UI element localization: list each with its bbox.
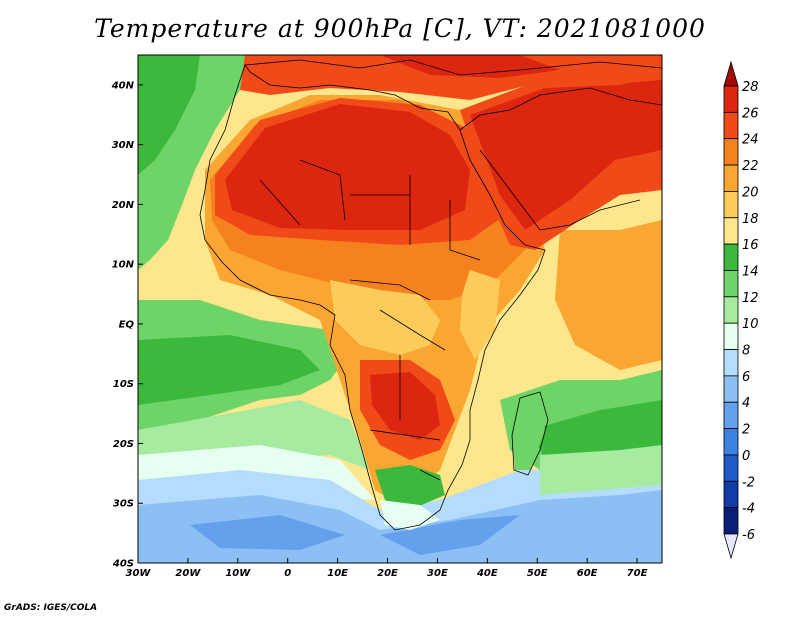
colorbar-label: 6 bbox=[742, 370, 750, 385]
colorbar-swatch bbox=[723, 322, 739, 350]
colorbar-label: 2 bbox=[742, 423, 750, 438]
colorbar-swatch bbox=[723, 270, 739, 298]
colorbar-label: 10 bbox=[742, 317, 759, 332]
longitude-ticks: 30W 20W 10W 0 10E 20E 30E 40E 50E 60E 70E bbox=[126, 558, 648, 579]
lat-tick-label: 10N bbox=[112, 260, 135, 271]
colorbar-label: 12 bbox=[742, 291, 759, 306]
credit-text: GrADS: IGES/COLA bbox=[4, 603, 98, 613]
colorbar-swatch bbox=[723, 454, 739, 482]
lat-tick-label: 30S bbox=[113, 499, 134, 510]
lon-tick-label: 10E bbox=[327, 568, 348, 579]
colorbar-top-triangle bbox=[723, 60, 739, 87]
colorbar-label: 28 bbox=[742, 80, 759, 95]
colorbar-label: 4 bbox=[742, 396, 750, 411]
colorbar-label: 26 bbox=[742, 106, 759, 121]
lat-tick-label: EQ bbox=[119, 319, 135, 330]
colorbar-swatch bbox=[723, 85, 739, 113]
colorbar-bottom-triangle bbox=[723, 533, 739, 560]
colorbar-swatch bbox=[723, 243, 739, 271]
colorbar-swatch bbox=[723, 401, 739, 429]
lat-tick-label: 40N bbox=[111, 80, 135, 91]
colorbar-swatch bbox=[723, 191, 739, 219]
colorbar-swatch bbox=[723, 111, 739, 140]
coastlines bbox=[199, 59, 662, 531]
colorbar-label: 14 bbox=[742, 264, 759, 279]
colorbar-swatch bbox=[723, 375, 739, 403]
lat-tick-label: 30N bbox=[112, 140, 135, 151]
colorbar-swatch bbox=[723, 296, 739, 324]
lon-tick-label: 40E bbox=[476, 568, 498, 579]
colorbar-label: 24 bbox=[742, 133, 759, 148]
colorbar-label: -4 bbox=[742, 502, 755, 517]
lat-tick-label: 20S bbox=[113, 439, 134, 450]
temperature-field bbox=[138, 55, 662, 563]
colorbar-swatch bbox=[723, 164, 739, 192]
colorbar-swatch bbox=[723, 428, 739, 456]
lat-tick-label: 10S bbox=[113, 379, 134, 390]
lat-tick-label: 20N bbox=[112, 200, 135, 211]
colorbar-label: 18 bbox=[742, 212, 759, 227]
lon-tick-label: 10W bbox=[225, 568, 251, 579]
colorbar-label: 16 bbox=[742, 238, 759, 253]
lon-tick-label: 20W bbox=[175, 568, 201, 579]
lon-tick-label: 70E bbox=[627, 568, 648, 579]
colorbar-swatch bbox=[723, 507, 739, 535]
lat-tick-label: 40S bbox=[112, 559, 134, 570]
map-title: Temperature at 900hPa [C], VT: 202108100… bbox=[94, 14, 706, 43]
lon-tick-label: 0 bbox=[284, 568, 291, 579]
colorbar-label: 20 bbox=[742, 185, 759, 200]
map-frame bbox=[137, 54, 663, 564]
colorbar-swatch bbox=[723, 217, 739, 245]
latitude-ticks: 40N 30N 20N 10N EQ 10S 20S 30S 40S bbox=[111, 80, 143, 570]
lon-tick-label: 60E bbox=[577, 568, 598, 579]
colorbar-label: 8 bbox=[742, 344, 750, 359]
colorbar-swatch bbox=[723, 138, 739, 166]
colorbar-label: 0 bbox=[742, 449, 750, 464]
colorbar-label: -2 bbox=[742, 475, 755, 490]
lon-tick-label: 30W bbox=[126, 568, 152, 579]
colorbar-label: -6 bbox=[742, 528, 755, 543]
lon-tick-label: 20E bbox=[377, 568, 398, 579]
colorbar-label: 22 bbox=[742, 159, 759, 174]
colorbar-swatch bbox=[723, 480, 739, 509]
lon-tick-label: 30E bbox=[427, 568, 448, 579]
colorbar-swatch bbox=[723, 349, 739, 377]
lon-tick-label: 50E bbox=[527, 568, 548, 579]
